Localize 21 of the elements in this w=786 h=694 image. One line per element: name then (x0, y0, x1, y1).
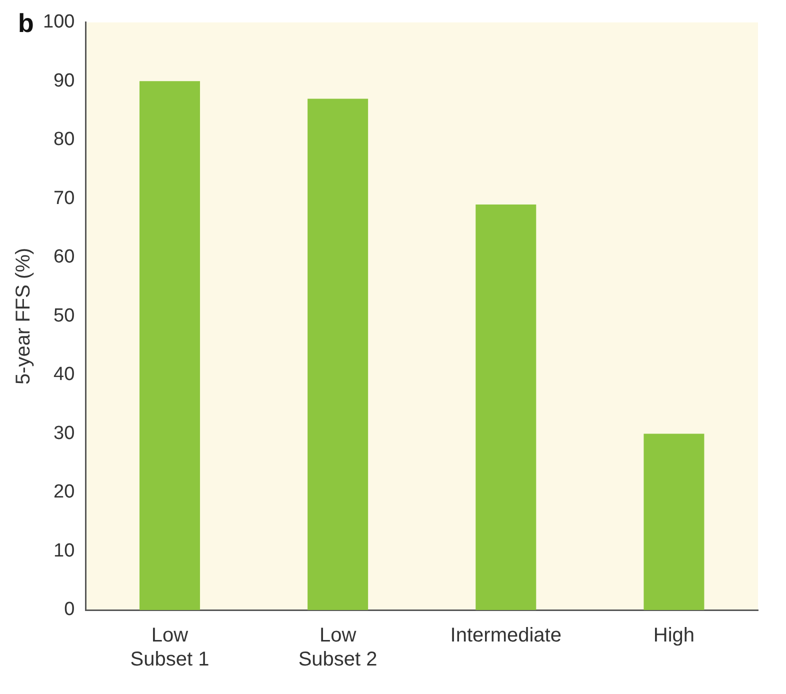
x-tick-label: Low Subset 1 (130, 624, 210, 671)
bar (644, 434, 704, 610)
bar (476, 204, 536, 610)
y-tick-label: 20 (54, 482, 75, 503)
x-tick-label: High (653, 624, 695, 647)
y-tick-label: 40 (54, 364, 75, 386)
y-tick-label: 30 (54, 422, 75, 444)
y-tick-label: 60 (54, 246, 75, 268)
text: b (18, 8, 34, 38)
y-tick-label: 10 (54, 540, 75, 562)
y-tick-label: 0 (64, 599, 75, 620)
x-tick-label: Intermediate (450, 624, 562, 647)
y-tick-label: 70 (54, 188, 75, 209)
y-tick-label: 100 (43, 12, 75, 33)
bar (308, 98, 368, 610)
bar (139, 81, 200, 610)
y-axis-title: 5-year FFS (%) (12, 248, 35, 385)
y-tick-label: 90 (54, 70, 75, 92)
x-tick-label: Low Subset 2 (298, 624, 378, 671)
y-tick-label: 80 (54, 129, 75, 150)
y-tick-label: 50 (54, 305, 75, 326)
